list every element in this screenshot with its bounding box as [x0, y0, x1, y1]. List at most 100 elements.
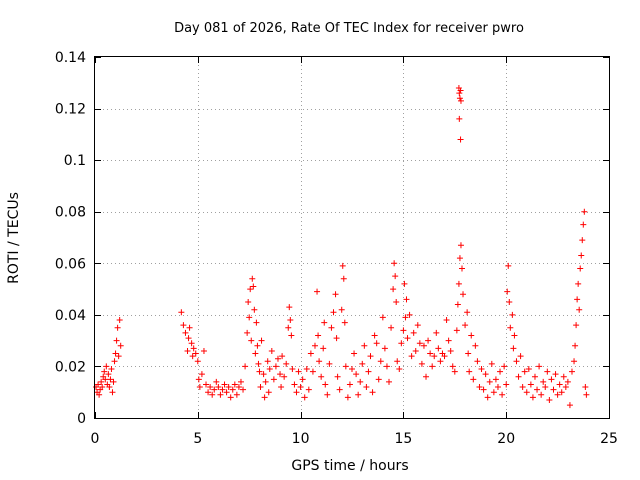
data-point	[525, 366, 532, 373]
data-point	[221, 381, 228, 388]
data-point	[106, 384, 113, 391]
data-point	[207, 384, 214, 391]
data-point	[435, 345, 442, 352]
data-point	[344, 394, 351, 401]
data-point	[288, 332, 295, 339]
data-point	[252, 350, 259, 357]
y-tick-label: 0.12	[55, 102, 86, 118]
data-point	[341, 319, 348, 326]
data-point	[503, 381, 510, 388]
data-point	[338, 306, 345, 313]
data-point	[574, 296, 581, 303]
data-point	[287, 317, 294, 324]
data-point	[369, 389, 376, 396]
data-point	[423, 373, 430, 380]
data-point	[580, 221, 587, 228]
chart-title: Day 081 of 2026, Rate Of TEC Index for r…	[174, 21, 524, 36]
data-point	[293, 389, 300, 396]
data-point	[229, 386, 236, 393]
data-point	[556, 381, 563, 388]
plot-frame	[94, 56, 610, 419]
data-point	[178, 309, 185, 316]
data-point	[357, 378, 364, 385]
data-point	[250, 283, 257, 290]
data-point	[307, 350, 314, 357]
data-point	[513, 358, 520, 365]
data-point	[109, 389, 116, 396]
x-tick-label: 20	[497, 431, 515, 447]
data-point	[105, 371, 112, 378]
data-point	[330, 309, 337, 316]
data-point	[425, 337, 432, 344]
data-point	[416, 340, 423, 347]
data-point	[289, 366, 296, 373]
data-point	[270, 376, 277, 383]
data-point	[431, 353, 438, 360]
data-point	[441, 353, 448, 360]
data-point	[484, 394, 491, 401]
data-point	[386, 378, 393, 385]
data-point	[383, 363, 390, 370]
data-point	[474, 358, 481, 365]
data-point	[527, 381, 534, 388]
data-point	[182, 329, 189, 336]
data-point	[456, 115, 463, 122]
data-point	[464, 309, 471, 316]
data-point	[453, 327, 460, 334]
data-point	[534, 386, 541, 393]
data-point	[571, 358, 578, 365]
data-point	[180, 322, 187, 329]
x-tick-label: 25	[600, 431, 618, 447]
data-point	[320, 345, 327, 352]
data-point	[390, 286, 397, 293]
data-point	[367, 353, 374, 360]
data-point	[203, 381, 210, 388]
data-point	[507, 324, 514, 331]
data-point	[326, 360, 333, 367]
data-point	[286, 304, 293, 311]
data-point	[255, 360, 262, 367]
data-point	[196, 384, 203, 391]
data-point	[538, 391, 545, 398]
data-point	[536, 363, 543, 370]
x-axis-label: GPS time / hours	[291, 458, 408, 474]
data-point	[582, 384, 589, 391]
data-point	[114, 324, 121, 331]
data-point	[261, 394, 268, 401]
data-point	[363, 384, 370, 391]
data-point	[328, 324, 335, 331]
data-point	[333, 335, 340, 342]
data-point	[506, 298, 513, 305]
data-point	[285, 324, 292, 331]
data-point	[249, 275, 256, 282]
data-point	[573, 322, 580, 329]
grid	[95, 57, 609, 418]
data-point	[361, 342, 368, 349]
data-point	[497, 368, 504, 375]
data-point	[546, 396, 553, 403]
data-point	[101, 368, 108, 375]
data-point	[248, 337, 255, 344]
data-point	[297, 384, 304, 391]
data-point	[107, 376, 114, 383]
data-point	[254, 342, 261, 349]
data-point	[185, 335, 192, 342]
data-point	[478, 366, 485, 373]
data-point	[494, 384, 501, 391]
data-point	[403, 296, 410, 303]
data-point	[517, 353, 524, 360]
data-point	[268, 347, 275, 354]
data-point	[579, 237, 586, 244]
data-point	[581, 208, 588, 215]
data-point	[510, 345, 517, 352]
data-point	[398, 340, 405, 347]
data-point	[529, 394, 536, 401]
data-point	[225, 384, 232, 391]
data-point	[316, 358, 323, 365]
data-point	[279, 353, 286, 360]
data-point	[499, 391, 506, 398]
data-point	[99, 384, 106, 391]
data-point	[418, 360, 425, 367]
y-tick-label: 0	[77, 411, 86, 427]
data-point	[301, 394, 308, 401]
